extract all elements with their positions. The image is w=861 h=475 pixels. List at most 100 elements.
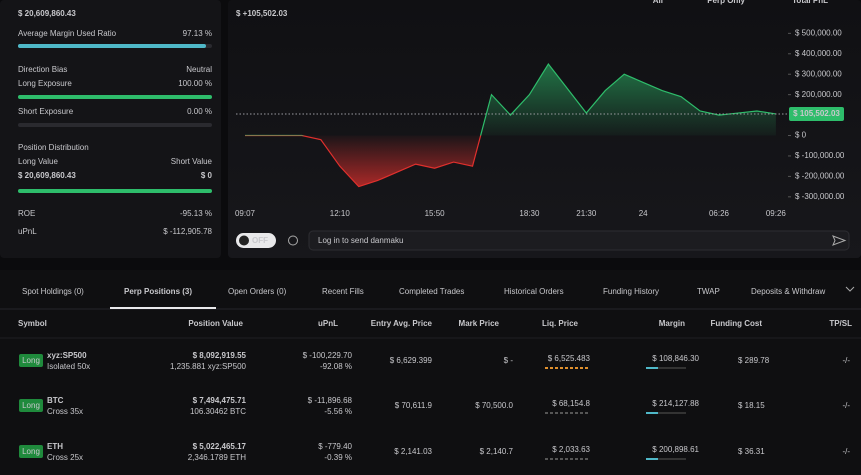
funding-cost: $ 18.15: [738, 401, 765, 410]
side: Long: [22, 447, 40, 456]
y-tick-label: $ -300,000.00: [795, 192, 845, 201]
upnl: $ -100,229.70: [303, 351, 353, 360]
size: 1,235.881 xyz:SP500: [170, 362, 247, 371]
column-header: Funding Cost: [710, 319, 762, 328]
pnl-line-positive: [245, 62, 776, 136]
mark-price: $ 70,500.0: [475, 401, 513, 410]
label: Long Value: [18, 157, 58, 166]
summary-card: [0, 0, 221, 258]
symbol: ETH: [47, 442, 63, 451]
mark-price: $ -: [504, 356, 514, 365]
toggle-knob: [239, 235, 249, 246]
label: Position Distribution: [18, 143, 89, 152]
label: Average Margin Used Ratio: [18, 29, 117, 38]
value: $ 0: [201, 171, 213, 180]
tab[interactable]: Completed Trades: [399, 287, 464, 296]
tab[interactable]: Historical Orders: [504, 287, 564, 296]
x-tick-label: 18:30: [519, 209, 540, 218]
tab[interactable]: Spot Holdings (0): [22, 287, 84, 296]
total-value: $ 20,609,860.43: [18, 9, 76, 18]
send-icon[interactable]: [832, 235, 847, 246]
funding-cost: $ 289.78: [738, 356, 770, 365]
distribution-bar: [18, 189, 212, 193]
margin: $ 108,846.30: [652, 354, 699, 363]
tab[interactable]: Recent Fills: [322, 287, 364, 296]
current-badge: [789, 106, 844, 121]
liq-price: $ 68,154.8: [552, 399, 590, 408]
x-tick-label: 06:26: [709, 209, 730, 218]
column-header: Position Value: [188, 319, 243, 328]
x-tick-label: 09:07: [235, 209, 256, 218]
position-value: $ 8,092,919.55: [193, 351, 247, 360]
tabs-more[interactable]: [845, 286, 855, 292]
symbol: xyz:SP500: [47, 351, 87, 360]
margin-bar-bg: [646, 412, 686, 414]
margin-bar-bg: [646, 367, 686, 369]
value: Neutral: [186, 65, 212, 74]
side-badge: [19, 354, 43, 367]
upnl-pct: -92.08 %: [320, 362, 352, 371]
entry-price: $ 70,611.9: [395, 401, 433, 410]
entry-price: $ 2,141.03: [394, 447, 432, 456]
emoji-icon[interactable]: [288, 235, 298, 246]
label: Long Exposure: [18, 79, 72, 88]
filter-dropdown[interactable]: All: [653, 0, 663, 5]
value: $ -112,905.78: [163, 227, 212, 236]
value: -95.13 %: [180, 209, 212, 218]
column-header: Margin: [659, 319, 685, 328]
filter-dropdown[interactable]: Total PnL: [792, 0, 828, 5]
value: 0.00 %: [187, 107, 212, 116]
tpsl: -/-: [842, 447, 850, 456]
position-value: $ 5,022,465.17: [193, 442, 247, 451]
value: 100.00 %: [178, 79, 212, 88]
label: ROE: [18, 209, 35, 218]
chat-input[interactable]: [308, 230, 850, 251]
x-tick-label: 24: [639, 209, 648, 218]
tpsl: -/-: [842, 356, 850, 365]
margin: $ 214,127.88: [652, 399, 699, 408]
y-tick-label: $ 500,000.00: [795, 28, 842, 37]
liq-price: $ 6,525.483: [548, 354, 591, 363]
x-tick-label: 21:30: [576, 209, 597, 218]
position-value: $ 7,494,475.71: [193, 396, 247, 405]
column-header: Mark Price: [459, 319, 500, 328]
y-tick-label: $ 400,000.00: [795, 49, 842, 58]
short-bar: [18, 123, 212, 127]
margin-mode: Cross 25x: [47, 453, 83, 462]
tab[interactable]: Deposits & Withdraw: [751, 287, 825, 296]
label: Direction Bias: [18, 65, 67, 74]
y-tick-label: $ -100,000.00: [795, 151, 845, 160]
funding-cost: $ 36.31: [738, 447, 765, 456]
margin-mode: Cross 35x: [47, 407, 83, 416]
column-header: Entry Avg. Price: [371, 319, 433, 328]
label: Short Exposure: [18, 107, 74, 116]
current-label: $ 105,502.03: [793, 109, 840, 118]
margin-mode: Isolated 50x: [47, 362, 90, 371]
y-tick-label: $ 200,000.00: [795, 90, 842, 99]
upnl-pct: -5.56 %: [324, 407, 352, 416]
pnl-area-positive: [480, 64, 776, 136]
x-tick-label: 12:10: [330, 209, 351, 218]
liq-price: $ 2,033.63: [552, 445, 590, 454]
tab[interactable]: Open Orders (0): [228, 287, 287, 296]
label: Short Value: [171, 157, 213, 166]
margin-bar: [18, 44, 206, 48]
label: uPnL: [18, 227, 37, 236]
value: $ 20,609,860.43: [18, 171, 76, 180]
tab[interactable]: Funding History: [603, 287, 659, 296]
mark-price: $ 2,140.7: [480, 447, 514, 456]
side: Long: [22, 356, 40, 365]
tab[interactable]: TWAP: [697, 287, 720, 296]
y-tick-label: $ 300,000.00: [795, 69, 842, 78]
value: 97.13 %: [183, 29, 212, 38]
symbol: BTC: [47, 396, 64, 405]
y-tick-label: $ -200,000.00: [795, 172, 845, 181]
tab[interactable]: Perp Positions (3): [124, 287, 192, 296]
toggle-label: OFF: [252, 236, 268, 245]
side: Long: [22, 401, 40, 410]
pnl-area-negative: [245, 135, 776, 187]
margin-bar-bg: [646, 458, 686, 460]
filter-dropdown[interactable]: Perp Only: [707, 0, 745, 5]
side-badge: [19, 445, 43, 458]
